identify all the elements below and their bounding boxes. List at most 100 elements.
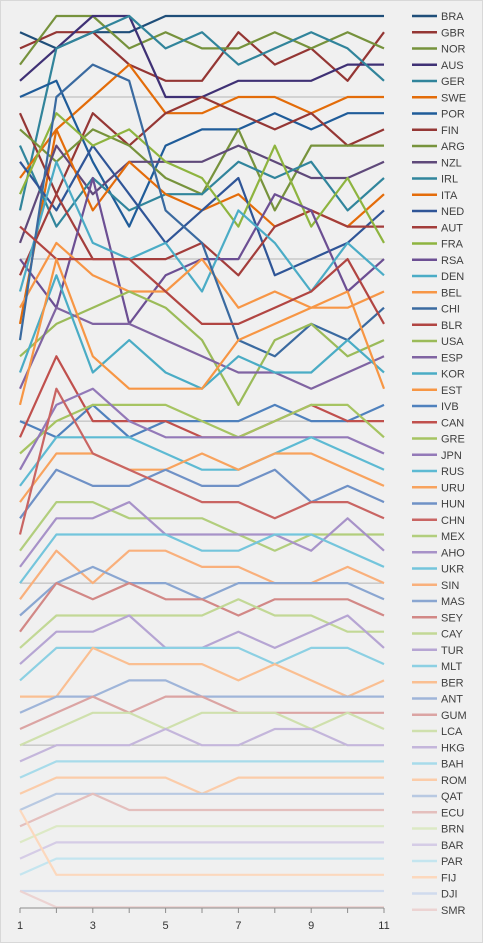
legend-label: BEL <box>441 287 462 299</box>
series-line-sey <box>19 581 385 633</box>
series-line-tur <box>19 614 385 665</box>
legend-label: USA <box>441 336 464 348</box>
legend-label: SMR <box>441 905 466 917</box>
legend-label: URU <box>441 482 465 494</box>
series-line-blr <box>19 225 385 325</box>
legend-label: TUR <box>441 645 464 657</box>
legend-label: BER <box>441 677 464 689</box>
legend-label: DEN <box>441 271 464 283</box>
legend-label: GRE <box>441 434 465 446</box>
legend-label: BRN <box>441 824 464 836</box>
legend-label: SWE <box>441 92 466 104</box>
series-line-gre <box>19 403 385 455</box>
series-line-ned <box>19 144 385 277</box>
legend-label: GER <box>441 76 465 88</box>
legend-label: ITA <box>441 190 458 202</box>
legend-label: GUM <box>441 710 467 722</box>
legend-label: MLT <box>441 661 462 673</box>
legend-label: ESP <box>441 352 463 364</box>
x-tick-label: 3 <box>90 920 96 932</box>
series-line-aut <box>18 193 384 277</box>
legend-label: SEY <box>441 612 464 624</box>
series-line-fij <box>19 809 384 876</box>
series-lines <box>18 14 386 909</box>
legend-label: NED <box>441 206 464 218</box>
series-line-gbr <box>19 31 385 82</box>
legend-label: JPN <box>441 450 462 462</box>
legend: BRA GBR NOR AUS GER SWE POR FIN ARG NZL IRL ITA NED A… <box>412 11 467 917</box>
legend-label: BLR <box>441 320 462 332</box>
legend-label: AUT <box>441 222 463 234</box>
series-line-esp <box>18 306 385 390</box>
x-tick-label: 9 <box>308 920 314 932</box>
series-line-est <box>18 258 386 406</box>
legend-label: PAR <box>441 856 463 868</box>
series-line-den <box>18 160 385 293</box>
x-tick-label: 5 <box>163 920 169 932</box>
x-tick-label: 7 <box>235 920 241 932</box>
series-line-mex <box>19 501 384 552</box>
series-line-usa <box>19 290 385 406</box>
legend-label: CHN <box>441 515 465 527</box>
legend-label: HKG <box>441 742 465 754</box>
legend-label: AUS <box>441 60 464 72</box>
series-line-rus <box>19 436 385 487</box>
series-line-jpn <box>19 387 385 471</box>
x-axis: 1 3 5 7 9 11 <box>17 907 390 932</box>
series-line-cay <box>19 598 384 649</box>
x-tick-label: 11 <box>378 920 389 932</box>
series-line-par <box>19 857 384 876</box>
legend-label: CHI <box>441 304 460 316</box>
legend-label: MEX <box>441 531 466 543</box>
legend-label: AHO <box>441 547 465 559</box>
legend-label: POR <box>441 109 465 121</box>
legend-label: QAT <box>441 791 463 803</box>
legend-label: IVB <box>441 401 459 413</box>
legend-label: CAN <box>441 417 464 429</box>
legend-label: RUS <box>441 466 464 478</box>
legend-label: FIN <box>441 125 459 137</box>
series-line-qat <box>19 792 384 812</box>
legend-label: MAS <box>441 596 465 608</box>
series-line-hun <box>19 468 385 519</box>
legend-label: ECU <box>441 807 464 819</box>
legend-label: ARG <box>441 141 465 153</box>
series-line-bel <box>19 241 385 309</box>
legend-label: BAR <box>441 840 464 852</box>
series-line-aus <box>19 14 384 99</box>
series-line-ukr <box>19 533 385 584</box>
legend-label: DJI <box>441 889 458 901</box>
series-line-chi <box>18 63 385 358</box>
series-line-lca <box>19 711 385 747</box>
legend-label: NOR <box>441 44 466 56</box>
series-line-chn <box>18 387 385 535</box>
series-line-swe <box>18 63 384 325</box>
legend-label: HUN <box>441 499 465 511</box>
series-line-rom <box>19 776 384 795</box>
legend-label: ANT <box>441 694 463 706</box>
series-line-nor <box>19 14 385 66</box>
series-line-irl <box>18 145 385 228</box>
series-line-gum <box>19 695 384 731</box>
legend-label: CAY <box>441 629 463 641</box>
x-tick-label: 1 <box>17 920 23 932</box>
series-line-mlt <box>19 646 385 682</box>
series-line-uru <box>19 452 385 503</box>
legend-label: FIJ <box>441 872 456 884</box>
series-line-ber <box>20 646 385 698</box>
series-line-ger <box>18 14 385 211</box>
legend-label: BRA <box>441 11 464 23</box>
legend-label: LCA <box>441 726 463 738</box>
legend-label: GBR <box>441 27 465 39</box>
series-line-smr <box>19 889 384 909</box>
series-line-brn <box>19 825 384 844</box>
legend-label: FRA <box>441 239 464 251</box>
legend-label: UKR <box>441 564 464 576</box>
legend-label: RSA <box>441 255 464 267</box>
series-line-ecu <box>19 792 384 828</box>
series-line-bah <box>19 760 384 779</box>
series-line-hkg <box>19 727 384 763</box>
legend-label: EST <box>441 385 463 397</box>
